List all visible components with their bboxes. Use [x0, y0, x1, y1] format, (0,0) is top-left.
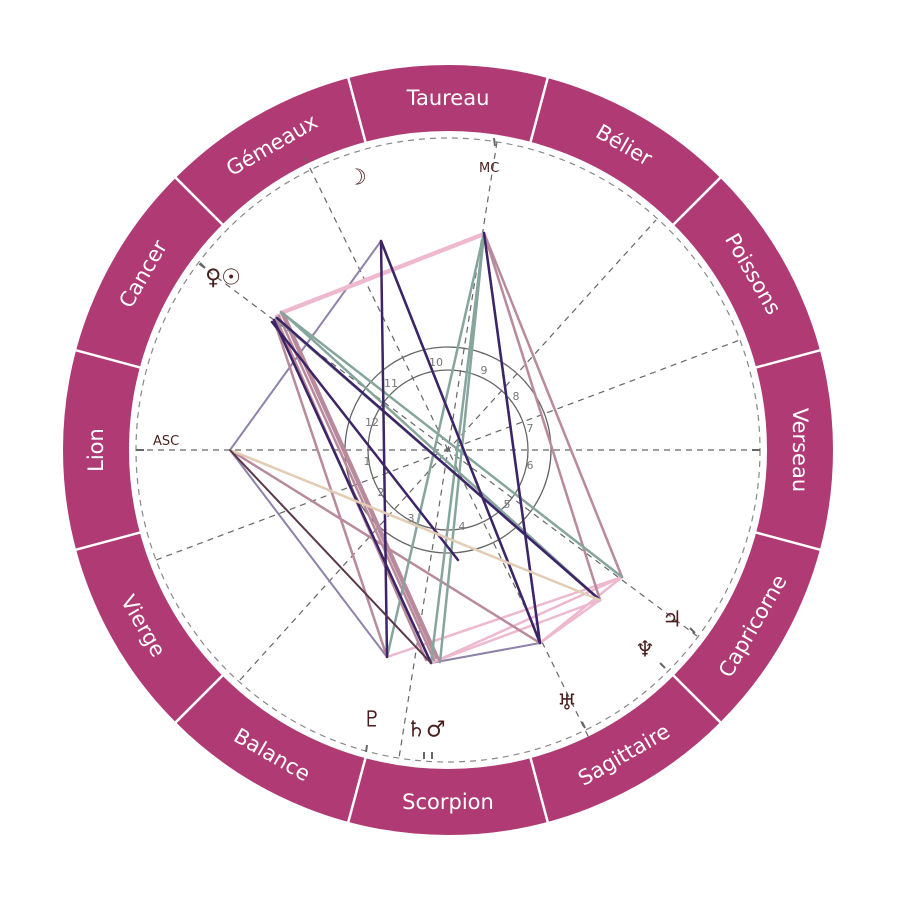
- aspect-lines: [228, 231, 624, 665]
- house-number-3: 3: [408, 512, 415, 525]
- sign-label-scorpion: Scorpion: [402, 790, 494, 814]
- house-number-8: 8: [513, 390, 520, 403]
- sign-divider: [529, 76, 550, 144]
- sign-divider: [671, 673, 722, 724]
- sign-divider: [174, 176, 225, 227]
- sign-divider: [74, 348, 142, 369]
- sign-dividers: [74, 76, 822, 824]
- house-number-6: 6: [527, 459, 534, 472]
- neptune-icon: ♆: [635, 638, 655, 663]
- sign-divider: [174, 673, 225, 724]
- pluto-icon: ♇: [362, 708, 382, 733]
- asc-label: ASC: [153, 434, 179, 449]
- sign-label-lion: Lion: [84, 428, 108, 472]
- house-cusps: [136, 141, 760, 759]
- sign-divider: [754, 348, 822, 369]
- sign-divider: [346, 756, 367, 824]
- house-number-11: 11: [384, 377, 398, 390]
- sign-divider: [671, 176, 722, 227]
- saturn-mars-icon: ♄♂: [406, 718, 445, 743]
- mc-label: MC: [479, 161, 499, 176]
- house-number-2: 2: [378, 486, 385, 499]
- sign-divider: [74, 531, 142, 552]
- house-number-10: 10: [429, 356, 443, 369]
- sign-divider: [754, 531, 822, 552]
- sign-divider: [529, 756, 550, 824]
- house-number-1: 1: [364, 455, 371, 468]
- house-number-9: 9: [481, 364, 488, 377]
- sign-label-taureau: Taureau: [406, 86, 490, 110]
- venus-sun-icon: ♀☉: [205, 266, 241, 291]
- house-number-7: 7: [527, 422, 534, 435]
- sign-divider: [346, 76, 367, 144]
- degree-ticks: [136, 137, 760, 759]
- sign-label-verseau: Verseau: [788, 408, 812, 492]
- house-number-5: 5: [504, 498, 511, 511]
- jupiter-icon: ♃: [662, 608, 682, 633]
- moon-icon: ☽: [347, 166, 367, 191]
- house-number-4: 4: [459, 520, 466, 533]
- house-number-12: 12: [365, 416, 379, 429]
- planet-glyphs: ☽ ♀☉ ♃ ♆ ♅ ♄♂ ♇: [205, 166, 682, 743]
- uranus-icon: ♅: [557, 691, 577, 716]
